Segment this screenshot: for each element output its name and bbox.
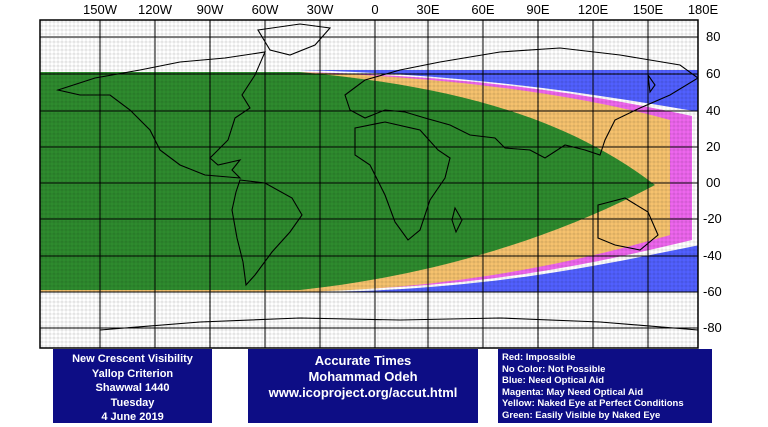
lat-label: 20	[706, 139, 720, 154]
lon-label: 120E	[578, 2, 609, 17]
lon-label: 30W	[307, 2, 334, 17]
lat-label: 60	[706, 66, 720, 81]
credits-box: Accurate Times Mohammad Odeh www.icoproj…	[248, 349, 478, 423]
latitude-labels: 80 60 40 20 00 -20 -40 -60 -80	[703, 29, 722, 335]
info-date: 4 June 2019	[101, 411, 164, 423]
info-criterion: Yallop Criterion	[91, 367, 174, 380]
map-frame	[39, 19, 699, 349]
lat-label: -60	[703, 284, 722, 299]
lon-label: 90W	[197, 2, 224, 17]
lon-label: 150W	[83, 2, 118, 17]
credits-title: Accurate Times	[314, 353, 412, 368]
lat-label: -20	[703, 211, 722, 226]
lat-label: 80	[706, 29, 720, 44]
info-title: New Crescent Visibility	[72, 353, 193, 365]
lat-label: 00	[706, 175, 720, 190]
legend-item: Magenta: May Need Optical Aid	[502, 386, 644, 398]
info-month: Shawwal 1440	[95, 382, 170, 394]
lon-label: 150E	[633, 2, 664, 17]
lat-label: -80	[703, 320, 722, 335]
lat-label: 40	[706, 103, 720, 118]
legend-item: Red: Impossible	[502, 352, 576, 363]
longitude-labels: 150W 120W 90W 60W 30W 0 30E 60E 90E 120E…	[83, 2, 718, 17]
legend-item: Yellow: Naked Eye at Perfect Conditions	[502, 398, 684, 409]
credits-url: www.icoproject.org/accut.html	[268, 385, 458, 400]
lon-label: 60W	[252, 2, 279, 17]
lon-label: 60E	[471, 2, 494, 17]
info-weekday: Tuesday	[110, 396, 155, 409]
legend-box: Red: Impossible No Color: Not Possible B…	[498, 349, 712, 423]
credits-author: Mohammad Odeh	[308, 369, 418, 384]
lon-label: 180E	[688, 2, 719, 17]
legend-item: Green: Easily Visible by Naked Eye	[502, 409, 661, 421]
lon-label: 90E	[526, 2, 549, 17]
lon-label: 30E	[416, 2, 439, 17]
lat-label: -40	[703, 248, 722, 263]
graticule	[40, 20, 698, 348]
lon-label: 0	[371, 2, 378, 17]
lon-label: 120W	[138, 2, 173, 17]
legend-item: No Color: Not Possible	[502, 363, 606, 375]
visibility-info-box: New Crescent Visibility Yallop Criterion…	[53, 349, 212, 423]
legend-item: Blue: Need Optical Aid	[502, 375, 605, 386]
